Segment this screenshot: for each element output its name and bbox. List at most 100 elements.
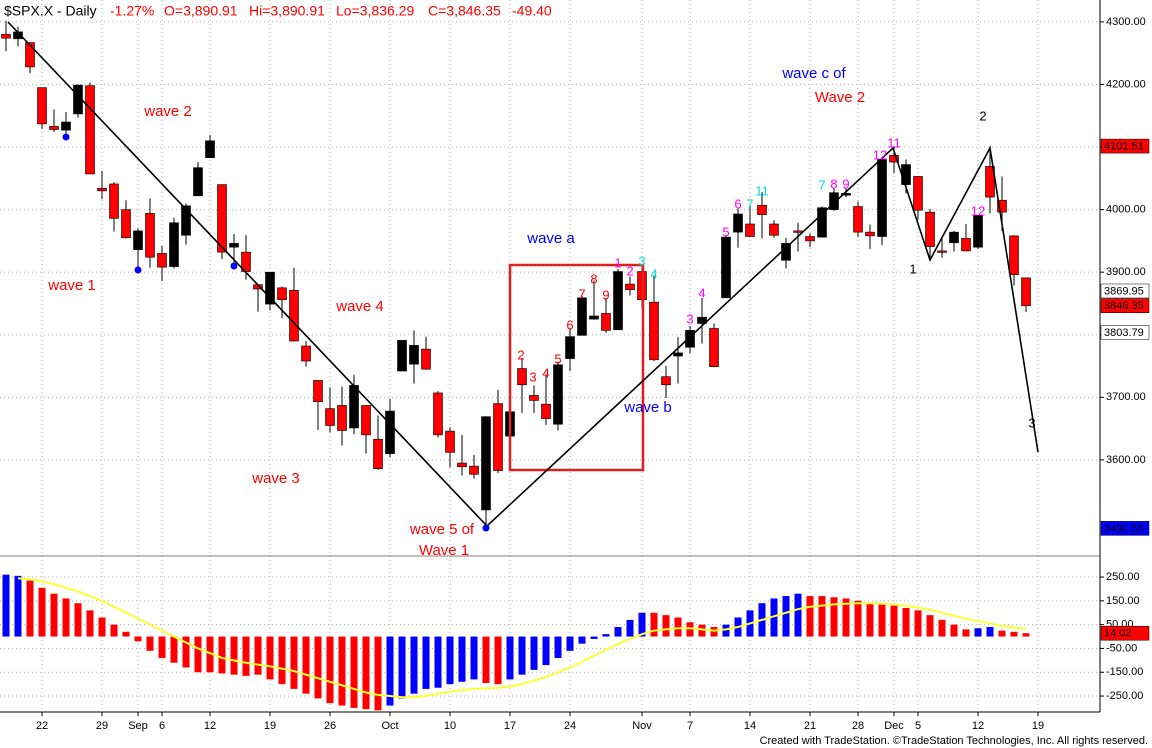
histogram-bar	[326, 636, 334, 704]
histogram-bar	[722, 624, 730, 637]
x-tick-label: 5	[915, 720, 921, 732]
candle-body	[97, 188, 107, 192]
price-flag-label: 3803.79	[1104, 327, 1144, 339]
count-label: 9	[842, 176, 849, 191]
histogram-bar	[218, 636, 226, 674]
wave-label: Wave 1	[419, 542, 469, 559]
candle-body	[457, 462, 467, 468]
count-label: 6	[734, 196, 741, 211]
candle-body	[1, 34, 11, 39]
candle-body	[481, 416, 491, 511]
histogram-bar	[986, 627, 994, 637]
candle-body	[865, 231, 875, 237]
count-label: 7	[818, 177, 825, 192]
wave-label: 3	[1028, 415, 1035, 430]
x-tick-label: 19	[264, 720, 276, 732]
count-label: 3	[529, 369, 536, 384]
count-label: 2	[626, 263, 633, 278]
histogram-bar	[410, 636, 418, 694]
candle-body	[301, 345, 311, 362]
annotations: wave 2 wave 1 wave 4 wave 3 wave 5 of Wave 1 w…	[47, 65, 1035, 559]
candle-body	[985, 166, 995, 198]
price-flag	[1100, 625, 1150, 641]
candle-body	[541, 403, 551, 419]
quote-field: -1.27%	[110, 3, 154, 19]
x-tick-label: 12	[204, 720, 216, 732]
wave-label: 2	[979, 108, 986, 123]
histogram-bar	[566, 636, 574, 651]
histogram-bar	[350, 636, 358, 708]
histogram-bar	[1022, 633, 1030, 637]
histogram-bar	[230, 636, 238, 675]
histogram-bar	[266, 636, 274, 680]
histogram-bar	[122, 631, 130, 637]
price-flag-label: 3869.95	[1104, 285, 1144, 297]
histogram-bar	[254, 636, 262, 675]
count-label: 3	[638, 253, 645, 268]
histogram-bar	[866, 603, 874, 637]
histogram-bar	[782, 596, 790, 637]
wave-label: wave b	[623, 399, 672, 416]
histogram-bar	[374, 636, 382, 711]
histogram-bar	[134, 636, 142, 642]
candle-body	[817, 207, 827, 238]
x-tick-label: Sep	[128, 720, 148, 732]
x-tick-label: 19	[1032, 720, 1044, 732]
count-label: 4	[542, 365, 549, 380]
candle-body	[325, 408, 335, 426]
histogram-bar	[770, 598, 778, 637]
y-tick-label: 250.00	[1106, 571, 1140, 583]
y-tick-label: 3700.00	[1106, 391, 1146, 403]
x-tick-label: Dec	[884, 720, 904, 732]
histogram-bar	[314, 636, 322, 699]
histogram-bar	[362, 636, 370, 710]
histogram-bar	[626, 619, 634, 637]
histogram-bar	[698, 624, 706, 637]
histogram-bar	[914, 610, 922, 637]
histogram-bar	[950, 624, 958, 637]
price-flag	[1100, 138, 1150, 154]
histogram-bar	[506, 636, 514, 680]
histogram-bar	[878, 603, 886, 637]
candle-body	[625, 283, 635, 290]
histogram-bar	[338, 636, 346, 706]
count-label: 5	[722, 224, 729, 239]
signal-line	[17, 577, 1027, 699]
candle-body	[577, 297, 587, 336]
candle-body	[289, 290, 299, 342]
candle-body	[25, 42, 35, 68]
candle-body	[109, 183, 119, 219]
candle-body	[853, 206, 863, 233]
histogram-bar	[170, 636, 178, 663]
histogram-bar	[86, 610, 94, 637]
y-tick-label: 4300.00	[1106, 16, 1146, 28]
candle-body	[133, 230, 143, 250]
price-flag	[1100, 521, 1150, 536]
histogram-bar	[542, 636, 550, 666]
price-flag-label: 4101.51	[1104, 140, 1144, 152]
candle-body	[145, 213, 155, 258]
candle-body	[169, 222, 179, 267]
x-tick-label: 14	[744, 720, 756, 732]
x-tick-label: 26	[324, 720, 336, 732]
candle-body	[433, 392, 443, 436]
histogram-bar	[926, 615, 934, 637]
count-label: 12	[873, 147, 887, 162]
candle-body	[217, 184, 227, 253]
histogram-bar	[998, 630, 1006, 637]
y-tick-label: -150.00	[1106, 666, 1143, 678]
wave-label: wave 2	[143, 103, 192, 120]
wave-label: wave 1	[47, 277, 96, 294]
price-flag-label: 3846.35	[1104, 300, 1144, 312]
candle-body	[673, 352, 683, 357]
price-flag	[1100, 325, 1150, 340]
candle-body	[193, 167, 203, 197]
count-label: 7	[746, 196, 753, 211]
x-tick-label: 6	[159, 720, 165, 732]
candle-body	[337, 405, 347, 431]
candle-body	[709, 328, 719, 367]
histogram-bar	[554, 636, 562, 658]
candle-body	[973, 214, 983, 248]
candle-body	[373, 438, 383, 469]
pivot-dot	[134, 266, 142, 274]
